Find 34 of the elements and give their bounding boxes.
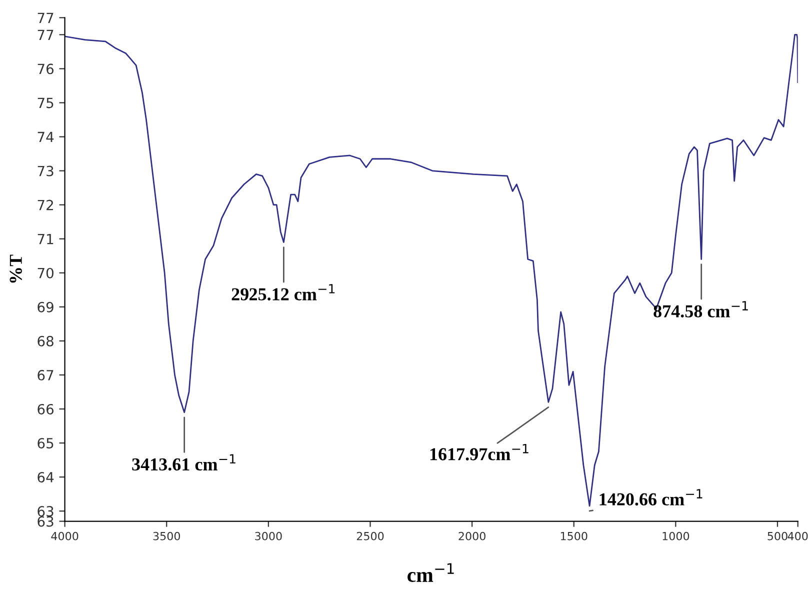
x-tick-label: 1000 bbox=[662, 532, 690, 540]
y-axis-title: %T bbox=[10, 254, 22, 283]
annotation: 1420.66 cm$^{−1}$ bbox=[600, 489, 702, 506]
y-tick-label: 77 bbox=[38, 12, 54, 23]
y-tick-label: 67 bbox=[38, 370, 54, 380]
y-tick-label: 64 bbox=[38, 472, 54, 483]
x-tick-label: 2500 bbox=[356, 532, 384, 540]
y-tick-label: 68 bbox=[38, 336, 54, 346]
x-tick-label: 2000 bbox=[458, 532, 486, 540]
y-tick-label: 69 bbox=[38, 302, 54, 312]
x-axis-title: cm$^{−1}$ bbox=[408, 563, 454, 582]
y-tick-label: 71 bbox=[38, 234, 54, 244]
y-tick-label: 74 bbox=[38, 132, 54, 142]
y-tick-label: 73 bbox=[38, 166, 54, 176]
y-tick-label: 66 bbox=[38, 404, 54, 414]
x-tick-label: 500 bbox=[768, 532, 788, 540]
y-tick-label: 70 bbox=[38, 268, 54, 278]
x-tick-label: 3000 bbox=[255, 532, 282, 540]
annotation: 1617.97cm$^{−1}$ bbox=[430, 444, 528, 460]
line-series bbox=[64, 34, 798, 507]
x-tick-label: 400 bbox=[788, 532, 808, 540]
y-tick-label: 63 bbox=[38, 516, 54, 527]
y-tick-label: 65 bbox=[38, 438, 54, 448]
x-tick-label: 1500 bbox=[560, 532, 588, 540]
x-tick-label: 4000 bbox=[51, 532, 78, 540]
y-tick-label: 76 bbox=[38, 64, 54, 74]
y-tick-label: 63 bbox=[38, 506, 54, 517]
annotation: 3413.61 cm$^{−1}$ bbox=[132, 454, 236, 471]
y-tick-label: 72 bbox=[38, 200, 53, 210]
y-tick-label: 75 bbox=[38, 98, 54, 108]
y-tick-label: 77 bbox=[38, 30, 54, 40]
x-tick-label: 3500 bbox=[153, 532, 180, 540]
annotation: 874.58 cm$^{−1}$ bbox=[654, 301, 748, 318]
annotation: 2925.12 cm$^{−1}$ bbox=[232, 284, 335, 300]
